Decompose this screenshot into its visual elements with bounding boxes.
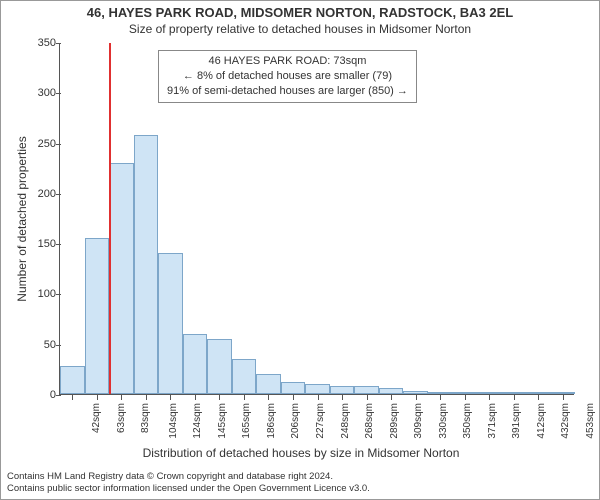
y-tick-label: 250 xyxy=(28,138,56,150)
x-tick-label: 412sqm xyxy=(535,403,546,439)
histogram-bar xyxy=(232,359,257,394)
title-line-1: 46, HAYES PARK ROAD, MIDSOMER NORTON, RA… xyxy=(1,5,599,20)
plot-area: 05010015020025030035042sqm63sqm83sqm104s… xyxy=(59,43,574,395)
x-tick-mark xyxy=(391,395,392,400)
x-tick-label: 309sqm xyxy=(413,403,424,439)
info-box-line: 91% of semi-detached houses are larger (… xyxy=(167,84,408,99)
plot-outer: 05010015020025030035042sqm63sqm83sqm104s… xyxy=(59,43,574,395)
histogram-bar xyxy=(330,386,355,394)
x-tick-mark xyxy=(195,395,196,400)
histogram-bar xyxy=(550,392,575,394)
chart-container: 46, HAYES PARK ROAD, MIDSOMER NORTON, RA… xyxy=(0,0,600,500)
x-tick-label: 350sqm xyxy=(462,403,473,439)
x-tick-label: 289sqm xyxy=(388,403,399,439)
x-tick-mark xyxy=(170,395,171,400)
x-axis-label: Distribution of detached houses by size … xyxy=(1,446,600,460)
x-tick-label: 227sqm xyxy=(315,403,326,439)
x-tick-label: 145sqm xyxy=(217,403,228,439)
x-tick-label: 432sqm xyxy=(560,403,571,439)
x-tick-mark xyxy=(72,395,73,400)
x-tick-mark xyxy=(465,395,466,400)
histogram-bar xyxy=(305,384,330,394)
histogram-bar xyxy=(109,163,134,394)
info-box-line: ← 8% of detached houses are smaller (79) xyxy=(167,69,408,84)
x-tick-mark xyxy=(97,395,98,400)
histogram-bar xyxy=(477,392,502,394)
histogram-bar xyxy=(501,392,526,394)
x-tick-mark xyxy=(367,395,368,400)
x-tick-mark xyxy=(121,395,122,400)
x-tick-mark xyxy=(244,395,245,400)
histogram-bar xyxy=(526,392,551,394)
footer-line-1: Contains HM Land Registry data © Crown c… xyxy=(7,471,370,483)
x-tick-mark xyxy=(489,395,490,400)
histogram-bar xyxy=(428,392,453,394)
x-tick-label: 104sqm xyxy=(168,403,179,439)
x-tick-mark xyxy=(514,395,515,400)
histogram-bar xyxy=(354,386,379,394)
histogram-bar xyxy=(281,382,306,394)
x-tick-label: 63sqm xyxy=(116,403,127,433)
footer-attribution: Contains HM Land Registry data © Crown c… xyxy=(7,471,370,495)
x-tick-label: 268sqm xyxy=(364,403,375,439)
y-tick-label: 150 xyxy=(28,238,56,250)
y-tick-label: 350 xyxy=(28,37,56,49)
histogram-bar xyxy=(256,374,281,394)
x-tick-mark xyxy=(538,395,539,400)
histogram-bar xyxy=(403,391,428,394)
info-box: 46 HAYES PARK ROAD: 73sqm← 8% of detache… xyxy=(158,50,417,103)
x-tick-mark xyxy=(440,395,441,400)
y-tick-label: 0 xyxy=(28,389,56,401)
footer-line-2: Contains public sector information licen… xyxy=(7,483,370,495)
x-tick-label: 186sqm xyxy=(266,403,277,439)
x-tick-mark xyxy=(318,395,319,400)
x-tick-label: 206sqm xyxy=(290,403,301,439)
x-tick-mark xyxy=(293,395,294,400)
title-line-2: Size of property relative to detached ho… xyxy=(1,22,599,36)
histogram-bar xyxy=(452,392,477,394)
y-tick-label: 50 xyxy=(28,339,56,351)
x-tick-label: 330sqm xyxy=(437,403,448,439)
x-tick-mark xyxy=(146,395,147,400)
x-tick-label: 165sqm xyxy=(241,403,252,439)
x-tick-mark xyxy=(416,395,417,400)
y-tick-label: 100 xyxy=(28,288,56,300)
x-tick-label: 371sqm xyxy=(486,403,497,439)
x-tick-mark xyxy=(563,395,564,400)
y-tick-label: 200 xyxy=(28,188,56,200)
x-tick-label: 83sqm xyxy=(140,403,151,433)
histogram-bar xyxy=(85,238,110,394)
histogram-bar xyxy=(207,339,232,394)
x-tick-label: 124sqm xyxy=(192,403,203,439)
histogram-bar xyxy=(183,334,208,394)
x-tick-mark xyxy=(268,395,269,400)
x-tick-label: 391sqm xyxy=(511,403,522,439)
histogram-bar xyxy=(158,253,183,394)
x-tick-mark xyxy=(342,395,343,400)
reference-line xyxy=(109,43,111,394)
info-box-line: 46 HAYES PARK ROAD: 73sqm xyxy=(167,54,408,69)
histogram-bar xyxy=(60,366,85,394)
x-tick-label: 42sqm xyxy=(91,403,102,433)
x-tick-label: 248sqm xyxy=(339,403,350,439)
y-tick-label: 300 xyxy=(28,87,56,99)
x-tick-mark xyxy=(219,395,220,400)
histogram-bar xyxy=(379,388,404,394)
x-tick-label: 453sqm xyxy=(585,403,596,439)
y-axis-label: Number of detached properties xyxy=(15,136,29,301)
histogram-bar xyxy=(134,135,159,394)
